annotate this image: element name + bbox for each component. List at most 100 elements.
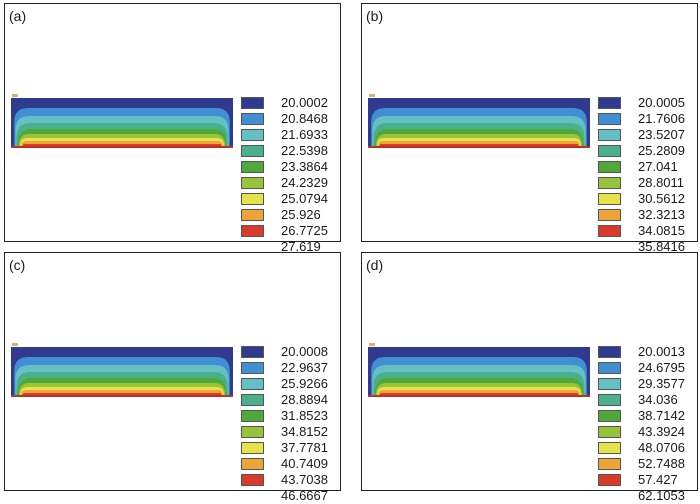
contour-band	[22, 393, 222, 395]
legend-swatch	[241, 225, 264, 237]
legend-value: 46.6667	[281, 488, 328, 503]
legend-swatch	[241, 474, 264, 486]
panel-frame	[361, 252, 698, 491]
legend-value: 52.7488	[638, 456, 685, 471]
legend-value: 48.0706	[638, 440, 685, 455]
legend-value: 29.3577	[638, 376, 685, 391]
legend-value: 38.7142	[638, 408, 685, 423]
legend-swatch	[598, 97, 621, 109]
legend-swatch	[241, 193, 264, 205]
coordinate-marker-icon	[369, 94, 375, 97]
legend-value: 22.5398	[281, 143, 328, 158]
legend-swatch	[598, 410, 621, 422]
legend-value: 20.0013	[638, 344, 685, 359]
legend-value: 20.0005	[638, 95, 685, 110]
panel-c: (c) 20.0008 22.9637 25.9266 28.8894 31.8523 3…	[0, 249, 350, 503]
contour-band	[379, 393, 579, 395]
panel-label: (c)	[9, 257, 26, 273]
legend-swatch	[598, 378, 621, 390]
legend-value: 37.7781	[281, 440, 328, 455]
legend-value: 21.6933	[281, 127, 328, 142]
legend-swatch	[598, 161, 621, 173]
legend-value: 24.6795	[638, 360, 685, 375]
legend-value: 28.8894	[281, 392, 328, 407]
contour-band	[22, 144, 222, 146]
contour-band	[379, 144, 579, 146]
legend-swatch	[598, 129, 621, 141]
legend-swatch	[598, 209, 621, 221]
legend-value: 34.8152	[281, 424, 328, 439]
legend-swatch	[598, 193, 621, 205]
panel-b: (b) 20.0005 21.7606 23.5207 25.2809 27.041 28…	[357, 0, 700, 254]
panel-d: (d) 20.0013 24.6795 29.3577 34.036 38.7142 43…	[357, 249, 700, 503]
temperature-contour-plot	[11, 94, 233, 148]
legend-value: 40.7409	[281, 456, 328, 471]
legend-value: 43.7038	[281, 472, 328, 487]
panel-frame	[4, 3, 341, 242]
legend-value: 32.3213	[638, 207, 685, 222]
legend-swatch	[598, 394, 621, 406]
legend-value: 43.3924	[638, 424, 685, 439]
legend-swatch	[241, 97, 264, 109]
legend-value: 25.926	[281, 207, 321, 222]
legend-swatch	[598, 442, 621, 454]
legend-value: 21.7606	[638, 111, 685, 126]
legend-value: 57.427	[638, 472, 678, 487]
panel-label: (a)	[9, 8, 27, 24]
legend-swatch	[598, 458, 621, 470]
legend-swatch	[241, 346, 264, 358]
legend-value: 34.036	[638, 392, 678, 407]
legend-value: 25.9266	[281, 376, 328, 391]
legend-swatch	[241, 161, 264, 173]
legend-value: 25.0794	[281, 191, 328, 206]
legend-swatch	[598, 177, 621, 189]
legend-swatch	[241, 378, 264, 390]
legend-swatch	[598, 225, 621, 237]
legend-swatch	[598, 426, 621, 438]
panel-frame	[4, 252, 341, 491]
legend-value: 30.5612	[638, 191, 685, 206]
legend-swatch	[241, 145, 264, 157]
legend-value: 20.0008	[281, 344, 328, 359]
legend-swatch	[241, 362, 264, 374]
temperature-contour-plot	[11, 343, 233, 397]
legend-value: 27.619	[281, 239, 321, 254]
legend-swatch	[241, 410, 264, 422]
coordinate-marker-icon	[12, 94, 18, 97]
legend-swatch	[241, 113, 264, 125]
legend-value: 24.2329	[281, 175, 328, 190]
legend-value: 62.1053	[638, 488, 685, 503]
legend-swatch	[598, 346, 621, 358]
legend-swatch	[241, 394, 264, 406]
base-plate	[368, 146, 590, 148]
legend-value: 26.7725	[281, 223, 328, 238]
panel-label: (d)	[366, 257, 384, 273]
legend-value: 28.8011	[638, 175, 685, 190]
legend-value: 23.5207	[638, 127, 685, 142]
legend-swatch	[241, 129, 264, 141]
base-plate	[368, 395, 590, 397]
panel-frame	[361, 3, 698, 242]
legend-swatch	[241, 209, 264, 221]
legend-swatch	[598, 113, 621, 125]
legend-swatch	[598, 474, 621, 486]
legend-value: 35.8416	[638, 239, 685, 254]
legend-swatch	[241, 426, 264, 438]
panel-label: (b)	[366, 8, 384, 24]
base-plate	[11, 395, 233, 397]
coordinate-marker-icon	[369, 343, 375, 346]
legend-value: 23.3864	[281, 159, 328, 174]
base-plate	[11, 146, 233, 148]
legend-value: 25.2809	[638, 143, 685, 158]
temperature-contour-plot	[368, 94, 590, 148]
legend-value: 31.8523	[281, 408, 328, 423]
temperature-contour-plot	[368, 343, 590, 397]
legend-value: 22.9637	[281, 360, 328, 375]
legend-value: 20.0002	[281, 95, 328, 110]
legend-swatch	[598, 362, 621, 374]
legend-swatch	[241, 458, 264, 470]
legend-value: 27.041	[638, 159, 678, 174]
coordinate-marker-icon	[12, 343, 18, 346]
legend-value: 34.0815	[638, 223, 685, 238]
legend-value: 20.8468	[281, 111, 328, 126]
